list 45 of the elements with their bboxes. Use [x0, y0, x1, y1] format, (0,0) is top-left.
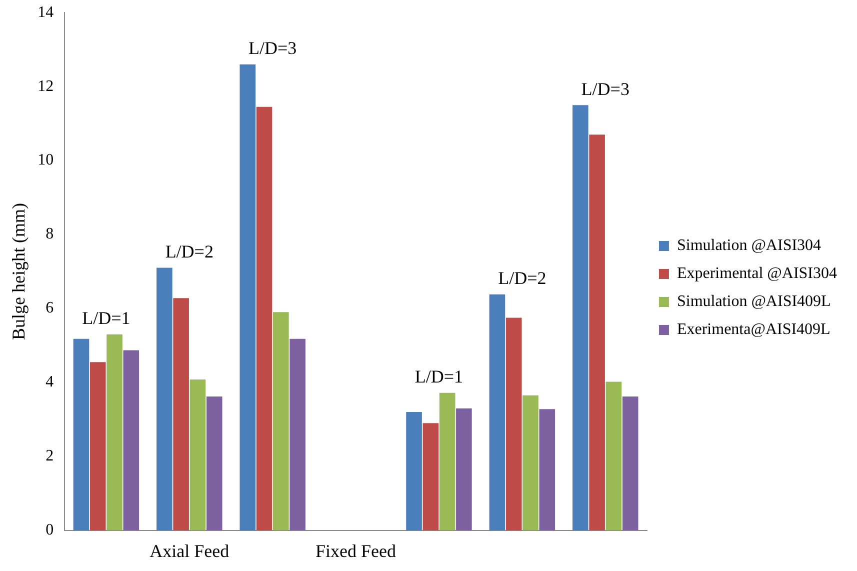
annotation: L/D=3	[581, 78, 630, 99]
annotation: L/D=1	[414, 366, 464, 387]
bar	[240, 64, 256, 530]
bar	[73, 338, 90, 530]
annotation: L/D=1	[82, 308, 130, 328]
annotation: L/D=3	[248, 38, 297, 58]
bar	[406, 412, 422, 530]
y-tick-label: 14	[38, 4, 54, 21]
annotation: L/D=2	[498, 268, 546, 288]
bar	[622, 396, 638, 530]
x-tick-label: Fixed Feed	[316, 540, 396, 561]
annotation: L/D=2	[165, 242, 214, 262]
bar	[439, 392, 456, 530]
y-tick-label: 0	[46, 522, 54, 539]
bar	[572, 105, 588, 530]
bar	[173, 298, 189, 530]
bar	[422, 423, 439, 530]
y-tick-label: 10	[38, 152, 54, 169]
bar	[206, 396, 222, 530]
bar	[506, 318, 522, 530]
legend-label: Experimental @AISI304	[676, 265, 837, 282]
bar	[489, 294, 506, 530]
bar	[273, 312, 289, 530]
y-axis-title: Bulge height (mm)	[8, 203, 29, 340]
legend-label: Exerimenta@AISI409L	[676, 321, 830, 338]
y-tick-label: 4	[46, 374, 54, 391]
bar	[606, 382, 622, 530]
bar	[539, 409, 556, 530]
bar	[90, 362, 106, 530]
bar	[256, 106, 272, 530]
bar	[290, 338, 306, 530]
bar	[456, 408, 472, 530]
legend-label: Simulation @AISI409L	[676, 293, 831, 310]
legend-label: Simulation @AISI304	[676, 237, 822, 254]
y-tick-label: 2	[46, 448, 54, 465]
y-tick-label: 12	[38, 78, 54, 95]
y-tick-label: 8	[46, 226, 54, 243]
bar	[123, 350, 140, 530]
y-tick-label: 6	[46, 300, 54, 317]
bar	[156, 268, 172, 530]
bar	[190, 380, 206, 530]
bar	[522, 395, 538, 530]
x-tick-label: Axial Feed	[150, 540, 230, 561]
bar	[106, 334, 122, 530]
bar	[589, 134, 605, 530]
